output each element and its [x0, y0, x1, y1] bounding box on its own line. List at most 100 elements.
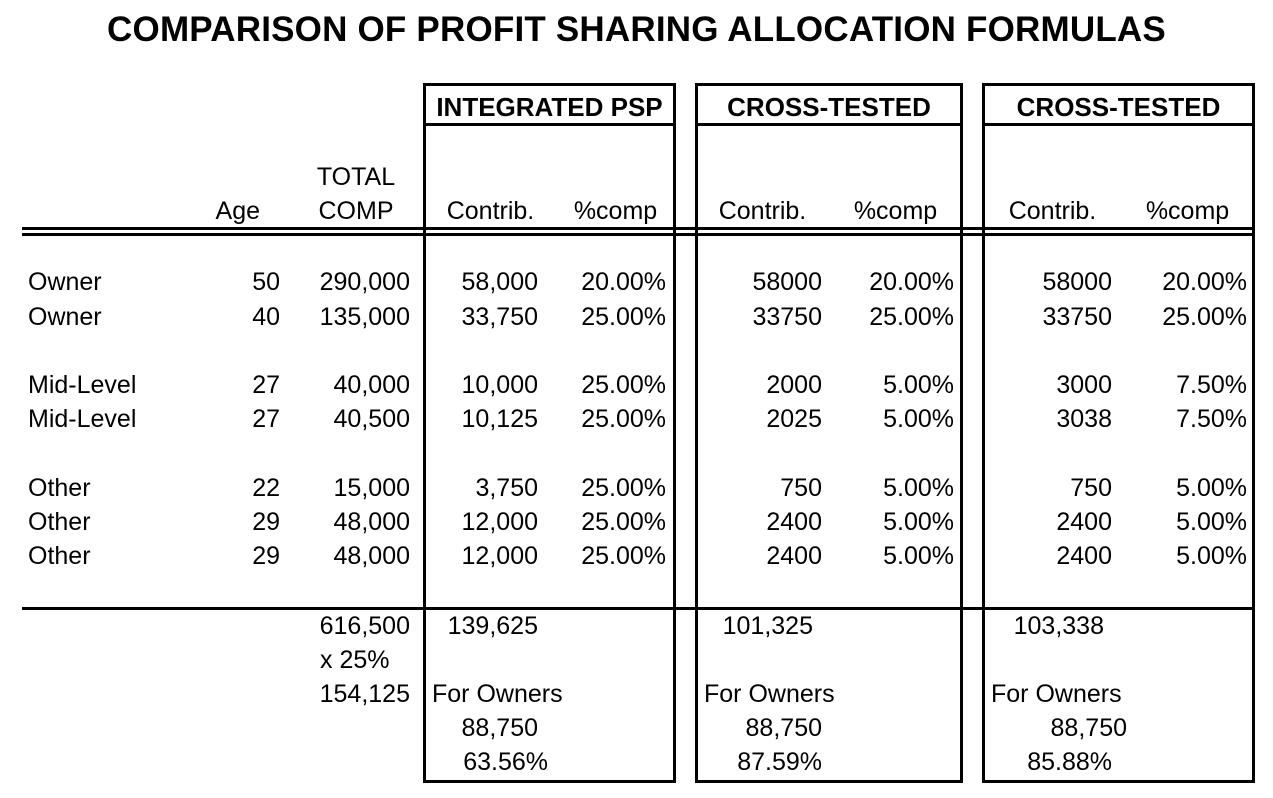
contrib-value: 3000 [1056, 371, 1112, 399]
total-separator-line [22, 607, 1255, 610]
employee-label: Owner [28, 303, 102, 331]
pct-value: 5.00% [1176, 542, 1247, 570]
pct-value: 5.00% [883, 474, 954, 502]
contrib-header: Contrib. [446, 197, 535, 225]
pct-value: 25.00% [581, 542, 666, 570]
owners-pct: 63.56% [463, 748, 548, 776]
contrib-value: 12,000 [461, 542, 538, 570]
pct-value: 7.50% [1176, 405, 1247, 433]
age-header: Age [215, 197, 260, 225]
employee-comp: 135,000 [319, 303, 410, 331]
group-title-integrated: INTEGRATED PSP [436, 92, 663, 122]
group-box-cross-tested-1 [695, 83, 963, 783]
employee-comp: 40,000 [333, 371, 410, 399]
for-owners-label: For Owners [432, 680, 563, 708]
pct-value: 25.00% [581, 508, 666, 536]
group-header-underline [982, 123, 1255, 126]
pct-value: 25.00% [581, 405, 666, 433]
group-title-cross-tested-2: CROSS-TESTED [1016, 92, 1221, 122]
employee-age: 40 [252, 303, 280, 331]
employee-age: 27 [252, 405, 280, 433]
total-comp-header-line1: TOTAL [316, 163, 396, 191]
contrib-value: 58000 [1042, 268, 1112, 296]
pct-header: %comp [573, 197, 658, 225]
contrib-header: Contrib. [718, 197, 807, 225]
pct-value: 5.00% [1176, 508, 1247, 536]
pct-value: 20.00% [1162, 268, 1247, 296]
group-title-cross-tested-1: CROSS-TESTED [727, 92, 931, 122]
contrib-value: 33750 [1042, 303, 1112, 331]
header-double-line-bottom [22, 233, 1255, 236]
group-total: 101,325 [722, 612, 813, 640]
employee-label: Mid-Level [28, 371, 137, 399]
contrib-value: 33750 [752, 303, 822, 331]
group-header-underline [695, 123, 963, 126]
owners-pct: 87.59% [737, 748, 822, 776]
contrib-value: 2000 [766, 371, 822, 399]
contrib-value: 10,125 [461, 405, 538, 433]
pct-value: 25.00% [1162, 303, 1247, 331]
employee-comp: 290,000 [319, 268, 410, 296]
owners-amount: 88,750 [745, 714, 822, 742]
employee-age: 27 [252, 371, 280, 399]
group-box-integrated [423, 83, 676, 783]
contrib-value: 10,000 [461, 371, 538, 399]
pct-header: %comp [853, 197, 938, 225]
contrib-value: 750 [1070, 474, 1112, 502]
contrib-value: 3038 [1056, 405, 1112, 433]
owners-pct: 85.88% [1027, 748, 1112, 776]
employee-age: 50 [252, 268, 280, 296]
pct-value: 25.00% [581, 303, 666, 331]
employee-comp: 48,000 [333, 542, 410, 570]
contrib-value: 2400 [766, 508, 822, 536]
contrib-value: 750 [780, 474, 822, 502]
page-title: COMPARISON OF PROFIT SHARING ALLOCATION … [107, 10, 1166, 49]
group-total: 103,338 [1013, 612, 1104, 640]
contrib-header: Contrib. [1008, 197, 1097, 225]
contrib-value: 2025 [766, 405, 822, 433]
employee-label: Other [28, 542, 91, 570]
pct-value: 20.00% [869, 268, 954, 296]
pct-value: 20.00% [581, 268, 666, 296]
employee-comp: 40,500 [333, 405, 410, 433]
header-double-line-top [22, 227, 1255, 230]
employee-comp: 48,000 [333, 508, 410, 536]
employee-label: Other [28, 474, 91, 502]
pct-value: 25.00% [581, 474, 666, 502]
pct-value: 7.50% [1176, 371, 1247, 399]
comp-total: 616,500 [319, 612, 410, 640]
group-total: 139,625 [447, 612, 538, 640]
employee-label: Other [28, 508, 91, 536]
total-comp-header-line2: COMP [318, 197, 394, 225]
pct-value: 5.00% [883, 508, 954, 536]
owners-amount: 88,750 [461, 714, 538, 742]
pct-value: 25.00% [869, 303, 954, 331]
pct-value: 5.00% [1176, 474, 1247, 502]
owners-amount: 88,750 [1050, 714, 1127, 742]
pct-value: 25.00% [581, 371, 666, 399]
contrib-value: 33,750 [461, 303, 538, 331]
group-header-underline [423, 123, 676, 126]
contrib-value: 58,000 [461, 268, 538, 296]
employee-age: 22 [252, 474, 280, 502]
contrib-value: 12,000 [461, 508, 538, 536]
contrib-value: 58000 [752, 268, 822, 296]
comp-multiplier: x 25% [320, 646, 390, 674]
pct-value: 5.00% [883, 405, 954, 433]
employee-age: 29 [252, 508, 280, 536]
contrib-value: 2400 [766, 542, 822, 570]
contrib-value: 3,750 [475, 474, 538, 502]
employee-comp: 15,000 [333, 474, 410, 502]
for-owners-label: For Owners [991, 680, 1122, 708]
contrib-value: 2400 [1056, 542, 1112, 570]
contrib-value: 2400 [1056, 508, 1112, 536]
employee-label: Mid-Level [28, 405, 137, 433]
pct-header: %comp [1145, 197, 1230, 225]
for-owners-label: For Owners [704, 680, 835, 708]
employee-age: 29 [252, 542, 280, 570]
employee-label: Owner [28, 268, 102, 296]
pct-value: 5.00% [883, 371, 954, 399]
comp-product: 154,125 [319, 680, 410, 708]
pct-value: 5.00% [883, 542, 954, 570]
group-box-cross-tested-2 [982, 83, 1255, 783]
